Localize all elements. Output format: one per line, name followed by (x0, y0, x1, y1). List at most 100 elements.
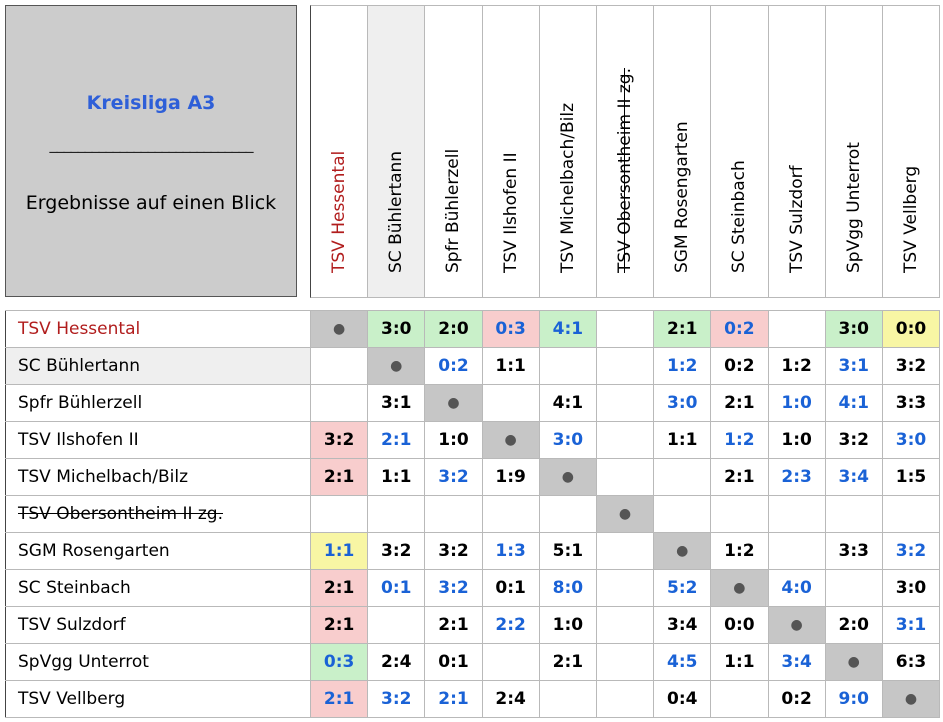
subtitle: Ergebnisse auf einen Blick (25, 192, 277, 214)
result-cell: 4:5 (653, 643, 712, 681)
table-row: TSV Ilshofen II 3:2 2:1 1:0 ● 3:0 1:1 1:2 1:0 3:2… (5, 421, 941, 459)
column-header: TSV Vellberg (882, 5, 941, 298)
result-cell: 3:3 (824, 532, 883, 570)
column-header-label: SC Bühlertann (386, 150, 407, 273)
result-cell: 0:1 (424, 643, 483, 681)
result-cell: 2:1 (309, 569, 369, 607)
result-cell (481, 495, 540, 533)
result-cell (595, 347, 655, 385)
result-cell: 2:0 (824, 606, 883, 644)
result-cell (653, 495, 712, 533)
column-header-label: SC Steinbach (729, 160, 750, 273)
result-cell: 4:1 (538, 384, 597, 422)
result-cell (710, 495, 769, 533)
result-cell: 3:1 (881, 606, 941, 644)
column-header-label: SGM Rosengarten (672, 121, 693, 273)
result-cell: 3:1 (367, 384, 426, 422)
result-cell: 3:1 (824, 347, 883, 385)
column-header: SC Bühlertann (367, 5, 426, 298)
diagonal-cell: ● (309, 310, 369, 348)
result-cell (595, 680, 655, 718)
row-team-name: TSV Vellberg (5, 680, 311, 718)
diagonal-cell: ● (481, 421, 540, 459)
result-cell: 0:1 (367, 569, 426, 607)
result-cell: 2:1 (424, 606, 483, 644)
league-title: Kreisliga A3 (86, 92, 216, 114)
result-cell: 3:0 (824, 310, 883, 348)
row-team-name: SGM Rosengarten (5, 532, 311, 570)
result-cell: 3:2 (881, 532, 941, 570)
result-cell: 0:0 (710, 606, 769, 644)
column-header: TSV Hessental (310, 5, 369, 298)
row-team-name: TSV Hessental (5, 310, 311, 348)
result-cell: 3:2 (824, 421, 883, 459)
column-header: TSV Obersontheim II zg. (596, 5, 655, 298)
result-cell (309, 347, 369, 385)
table-row: Spfr Bühlerzell 3:1 ● 4:1 3:0 2:1 1:0 4:1 3:3 (5, 384, 941, 422)
result-cell (824, 495, 883, 533)
result-cell (538, 495, 597, 533)
result-cell: 1:2 (767, 347, 826, 385)
result-cell: 3:0 (653, 384, 712, 422)
result-cell: 0:2 (424, 347, 483, 385)
result-cell: 2:1 (538, 643, 597, 681)
result-cell: 3:3 (881, 384, 941, 422)
result-cell (881, 495, 941, 533)
column-header-label: TSV Hessental (329, 150, 350, 273)
result-cell: 2:0 (424, 310, 483, 348)
result-cell (595, 458, 655, 496)
row-team-name: Spfr Bühlerzell (5, 384, 311, 422)
title-panel: Kreisliga A3 ___________________________… (5, 5, 297, 297)
result-cell: 3:2 (424, 458, 483, 496)
diagonal-cell: ● (595, 495, 655, 533)
result-cell (595, 532, 655, 570)
result-cell: 3:0 (538, 421, 597, 459)
result-cell: 3:0 (881, 569, 941, 607)
row-team-name: SpVgg Unterrot (5, 643, 311, 681)
result-cell (595, 310, 655, 348)
row-team-name: TSV Sulzdorf (5, 606, 311, 644)
column-header-label: SpVgg Unterrot (843, 142, 864, 273)
result-cell: 2:1 (424, 680, 483, 718)
result-cell: 5:1 (538, 532, 597, 570)
result-cell: 3:2 (367, 680, 426, 718)
table-row: TSV Obersontheim II zg. ● (5, 495, 941, 533)
result-cell (767, 532, 826, 570)
title-divider: _____________________________ (49, 134, 254, 153)
row-team-name: TSV Ilshofen II (5, 421, 311, 459)
result-cell: 1:2 (710, 421, 769, 459)
column-header-label: TSV Vellberg (901, 165, 922, 273)
result-cell: 6:3 (881, 643, 941, 681)
result-cell: 0:3 (481, 310, 540, 348)
result-cell: 3:4 (824, 458, 883, 496)
result-cell (481, 384, 540, 422)
result-cell: 3:2 (367, 532, 426, 570)
result-cell: 3:2 (309, 421, 369, 459)
result-cell: 1:1 (710, 643, 769, 681)
result-cell: 3:0 (367, 310, 426, 348)
result-cell: 4:1 (824, 384, 883, 422)
result-cell (367, 495, 426, 533)
column-header: SpVgg Unterrot (824, 5, 883, 298)
table-row: TSV Michelbach/Bilz 2:1 1:1 3:2 1:9 ● 2:1 2:3 3:… (5, 458, 941, 496)
column-header: SC Steinbach (710, 5, 769, 298)
result-cell: 0:0 (881, 310, 941, 348)
result-cell (595, 569, 655, 607)
result-cell: 4:1 (538, 310, 597, 348)
row-team-name: SC Bühlertann (5, 347, 311, 385)
result-cell: 1:1 (481, 347, 540, 385)
diagonal-cell: ● (424, 384, 483, 422)
result-cell (595, 421, 655, 459)
result-cell: 5:2 (653, 569, 712, 607)
column-header: TSV Sulzdorf (767, 5, 826, 298)
row-team-name: TSV Obersontheim II zg. (5, 495, 311, 533)
result-cell: 2:3 (767, 458, 826, 496)
column-header: TSV Michelbach/Bilz (538, 5, 597, 298)
result-cell: 0:2 (710, 310, 769, 348)
result-cell (767, 495, 826, 533)
table-row: SC Steinbach 2:1 0:1 3:2 0:1 8:0 5:2 ● 4:0 3:0 (5, 569, 941, 607)
result-cell: 1:1 (309, 532, 369, 570)
table-row: TSV Hessental ● 3:0 2:0 0:3 4:1 2:1 0:2 3:0 0:0 (5, 310, 941, 348)
result-cell (309, 384, 369, 422)
table-row: SC Bühlertann ● 0:2 1:1 1:2 0:2 1:2 3:1 3:2 (5, 347, 941, 385)
